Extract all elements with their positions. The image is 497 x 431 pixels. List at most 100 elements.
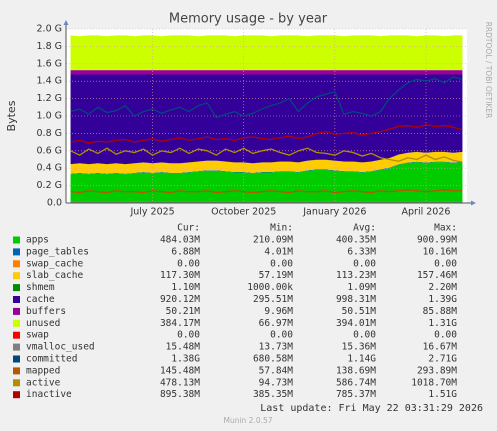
legend-avg: 1.09M bbox=[347, 282, 376, 293]
area bbox=[70, 74, 463, 165]
legend-cur: 0.00 bbox=[177, 330, 200, 341]
legend-name: mapped bbox=[26, 365, 60, 376]
legend-avg: 50.51M bbox=[342, 306, 377, 317]
legend-cur: 920.12M bbox=[160, 294, 200, 305]
legend-name: vmalloc_used bbox=[26, 342, 95, 353]
x-tick-label: January 2026 bbox=[302, 207, 366, 218]
legend-avg: 0.00 bbox=[353, 330, 376, 341]
legend-max: 0.00 bbox=[434, 258, 457, 269]
legend-swatch bbox=[13, 307, 20, 315]
lines bbox=[70, 76, 463, 203]
line bbox=[70, 124, 463, 144]
y-tick-label: 0.2 G bbox=[37, 180, 63, 191]
legend-min: 295.51M bbox=[253, 294, 293, 305]
legend-min: 4.01M bbox=[264, 246, 293, 257]
legend-min: 1000.00k bbox=[247, 282, 293, 293]
legend-cur: 478.13M bbox=[160, 377, 200, 388]
legend-max: 2.71G bbox=[428, 354, 457, 365]
legend-header: Avg: bbox=[353, 223, 376, 234]
legend-swatch bbox=[13, 379, 20, 387]
legend-min: 680.58M bbox=[253, 354, 293, 365]
legend-cur: 1.10M bbox=[171, 282, 200, 293]
legend-cur: 15.48M bbox=[166, 342, 201, 353]
x-tick-label: October 2025 bbox=[211, 207, 276, 218]
legend-min: 94.73M bbox=[259, 377, 294, 388]
line bbox=[70, 189, 463, 194]
legend-min: 0.00 bbox=[270, 258, 293, 269]
legend-cur: 895.38M bbox=[160, 389, 200, 400]
legend-max: 85.88M bbox=[423, 306, 458, 317]
legend-name: buffers bbox=[26, 306, 66, 317]
legend-name: swap_cache bbox=[26, 258, 83, 269]
legend-max: 1.39G bbox=[428, 294, 457, 305]
last-update: Last update: Fri May 22 03:31:29 2026 bbox=[260, 403, 483, 414]
legend-min: 57.19M bbox=[259, 270, 294, 281]
legend-max: 157.46M bbox=[417, 270, 457, 281]
side-note: RRDTOOL / TOBI OETIKER bbox=[484, 22, 493, 119]
legend-swatch bbox=[13, 343, 20, 351]
legend-max: 2.20M bbox=[428, 282, 457, 293]
legend-swatch bbox=[13, 272, 20, 280]
legend-min: 9.96M bbox=[264, 306, 293, 317]
legend-min: 13.73M bbox=[259, 342, 294, 353]
legend-max: 293.89M bbox=[417, 365, 457, 376]
y-tick-label: 1.8 G bbox=[37, 41, 63, 52]
y-tick-label: 1.6 G bbox=[37, 58, 63, 69]
y-tick-label: 0.8 G bbox=[37, 128, 63, 139]
legend-max: 16.67M bbox=[423, 342, 458, 353]
legend-cur: 145.48M bbox=[160, 365, 200, 376]
legend-avg: 6.33M bbox=[347, 246, 376, 257]
legend-max: 1.31G bbox=[428, 318, 457, 329]
legend-cur: 6.88M bbox=[171, 246, 200, 257]
legend-swatch bbox=[13, 236, 20, 244]
legend-name: shmem bbox=[26, 282, 55, 293]
legend-max: 0.00 bbox=[434, 330, 457, 341]
legend-avg: 998.31M bbox=[336, 294, 376, 305]
legend-swatch bbox=[13, 284, 20, 292]
legend-cur: 117.30M bbox=[160, 270, 200, 281]
legend-header: Cur: bbox=[177, 223, 200, 234]
legend-avg: 113.23M bbox=[336, 270, 376, 281]
legend-avg: 1.14G bbox=[347, 354, 376, 365]
y-tick-label: 1.0 G bbox=[37, 111, 63, 122]
legend-swatch bbox=[13, 367, 20, 375]
legend: Cur: Min: Avg: Max: apps 484.03M 210.09M 400.35… bbox=[13, 223, 458, 400]
chart-title: Memory usage - by year bbox=[169, 12, 328, 27]
legend-swatch bbox=[13, 296, 20, 303]
legend-swatch bbox=[13, 260, 20, 268]
legend-name: swap bbox=[26, 330, 49, 341]
x-tick-label: July 2025 bbox=[129, 207, 174, 218]
legend-max: 10.16M bbox=[423, 246, 458, 257]
y-tick-label: 0.6 G bbox=[37, 145, 63, 156]
legend-min: 385.35M bbox=[253, 389, 293, 400]
legend-name: cache bbox=[26, 294, 55, 305]
legend-avg: 586.74M bbox=[336, 377, 376, 388]
legend-cur: 1.38G bbox=[171, 354, 200, 365]
y-axis-label: Bytes bbox=[5, 100, 18, 131]
legend-avg: 15.36M bbox=[342, 342, 377, 353]
legend-header: Max: bbox=[434, 223, 457, 234]
legend-avg: 138.69M bbox=[336, 365, 376, 376]
legend-name: committed bbox=[26, 354, 77, 365]
legend-name: inactive bbox=[26, 389, 72, 400]
legend-cur: 484.03M bbox=[160, 235, 200, 246]
legend-cur: 50.21M bbox=[166, 306, 201, 317]
area bbox=[70, 35, 463, 71]
line bbox=[70, 147, 463, 163]
legend-min: 0.00 bbox=[270, 330, 293, 341]
legend-name: slab_cache bbox=[26, 270, 83, 281]
x-tick-label: April 2026 bbox=[402, 207, 451, 218]
legend-name: page_tables bbox=[26, 246, 89, 257]
legend-min: 66.97M bbox=[259, 318, 294, 329]
legend-swatch bbox=[13, 355, 20, 363]
y-tick-label: 2.0 G bbox=[37, 24, 63, 35]
legend-swatch bbox=[13, 248, 20, 256]
y-tick-label: 0.4 G bbox=[37, 163, 63, 174]
legend-min: 57.84M bbox=[259, 365, 294, 376]
y-tick-label: 1.4 G bbox=[37, 76, 63, 87]
y-tick-label: 1.2 G bbox=[37, 93, 63, 104]
legend-swatch bbox=[13, 319, 20, 327]
legend-swatch bbox=[13, 331, 20, 339]
legend-max: 1.51G bbox=[428, 389, 457, 400]
legend-max: 900.99M bbox=[417, 235, 457, 246]
